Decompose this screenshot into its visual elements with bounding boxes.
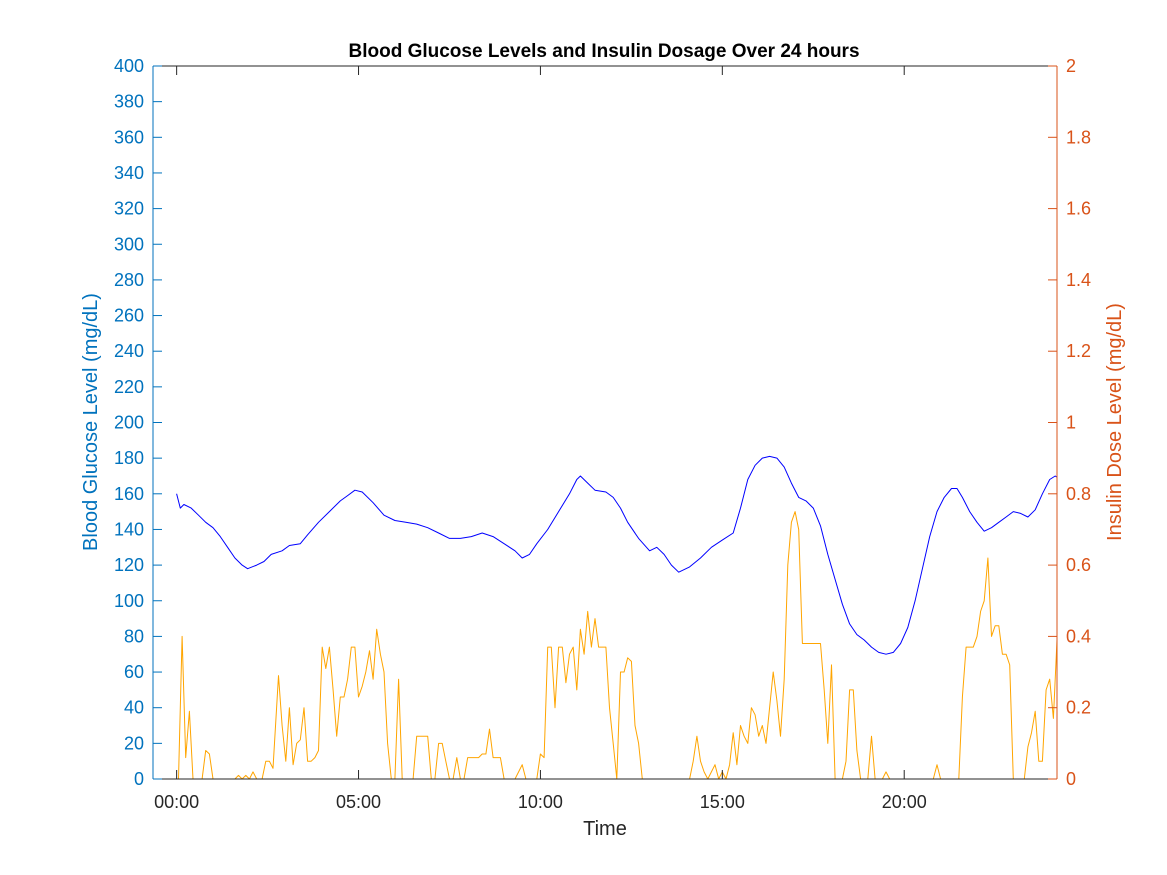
left-y-tick-label: 220 [114,377,144,397]
left-y-tick-label: 80 [124,626,144,646]
left-y-tick-label: 300 [114,234,144,254]
tick-labels: 0204060801001201401601802002202402602803… [114,56,1091,812]
right-y-axis-label: Insulin Dose Level (mg/dL) [1104,303,1126,541]
left-y-tick-label: 100 [114,591,144,611]
tick-marks [153,65,1057,780]
insulin-series-line [176,511,1057,780]
left-y-tick-label: 180 [114,448,144,468]
right-y-tick-label: 0.8 [1066,484,1091,504]
left-y-tick-label: 280 [114,270,144,290]
right-y-tick-label: 1 [1066,413,1076,433]
right-y-tick-label: 0.2 [1066,698,1091,718]
left-y-tick-label: 140 [114,519,144,539]
left-y-tick-label: 200 [114,413,144,433]
left-y-tick-label: 380 [114,92,144,112]
x-axis-label: Time [583,818,627,840]
left-y-tick-label: 360 [114,127,144,147]
plot-area [153,66,1057,779]
right-y-tick-label: 1.2 [1066,341,1091,361]
right-y-tick-label: 1.4 [1066,270,1091,290]
left-y-tick-label: 240 [114,341,144,361]
left-y-tick-label: 120 [114,555,144,575]
right-y-tick-label: 1.6 [1066,199,1091,219]
glucose-series-line [176,455,1057,655]
left-y-tick-label: 260 [114,306,144,326]
left-y-tick-label: 320 [114,199,144,219]
left-y-tick-label: 40 [124,698,144,718]
x-tick-label: 20:00 [882,792,927,812]
left-y-tick-label: 160 [114,484,144,504]
x-tick-label: 15:00 [700,792,745,812]
chart-title: Blood Glucose Levels and Insulin Dosage … [348,41,859,62]
left-y-tick-label: 400 [114,56,144,76]
left-y-tick-label: 0 [134,769,144,789]
right-y-tick-label: 1.8 [1066,127,1091,147]
left-y-tick-label: 60 [124,662,144,682]
x-tick-label: 05:00 [336,792,381,812]
right-y-tick-label: 0.6 [1066,555,1091,575]
x-tick-label: 10:00 [518,792,563,812]
left-y-tick-label: 20 [124,733,144,753]
x-tick-label: 00:00 [154,792,199,812]
series-layer [176,455,1057,780]
right-y-tick-label: 2 [1066,56,1076,76]
left-y-axis-label: Blood Glucose Level (mg/dL) [80,293,102,551]
left-y-tick-label: 340 [114,163,144,183]
right-y-tick-label: 0 [1066,769,1076,789]
right-y-tick-label: 0.4 [1066,626,1091,646]
